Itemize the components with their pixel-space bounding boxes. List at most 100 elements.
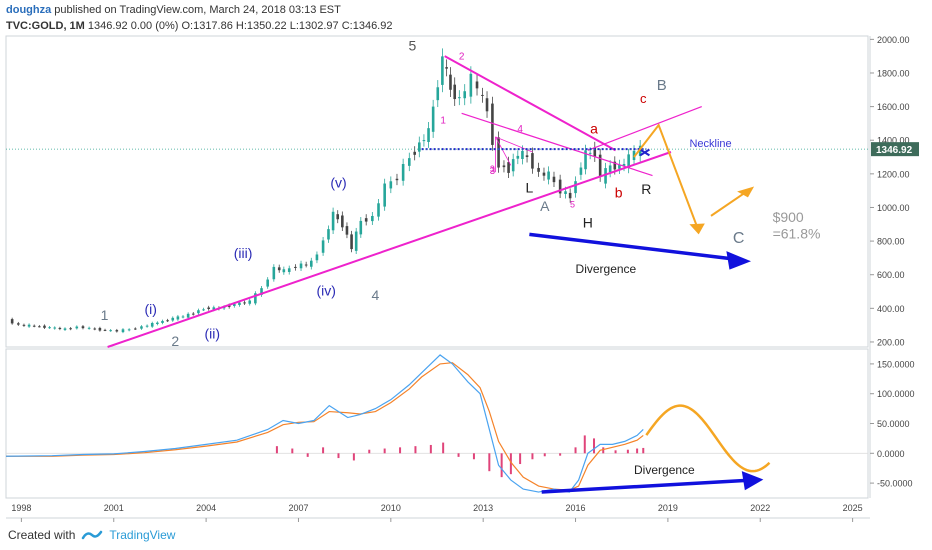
wave-label-23: C: [733, 230, 745, 247]
macd-divergence-label: Divergence: [634, 463, 695, 477]
author-link[interactable]: doughza: [6, 4, 52, 16]
price-candle: [521, 150, 524, 160]
price-candle: [243, 302, 246, 304]
wave-label-14: 3: [490, 164, 495, 174]
macd-histogram-bar: [509, 453, 512, 475]
price-tick-label-1: 1800.00: [877, 68, 910, 78]
price-candle: [564, 191, 567, 194]
wave-label-17: (iv): [316, 283, 335, 299]
wave-label-9: R: [641, 181, 651, 197]
tradingview-logo-icon: [82, 530, 103, 540]
macd-tick-label-3: 0.0000: [877, 449, 905, 459]
price-candle: [227, 305, 231, 307]
price-candle: [371, 215, 374, 222]
triangle-edge: [495, 136, 512, 166]
time-tick-label-1: 2001: [104, 503, 124, 513]
target-marker: [639, 148, 650, 157]
tradingview-brand[interactable]: TradingView: [109, 528, 176, 542]
price-candle: [150, 322, 154, 327]
price-candle: [212, 307, 216, 310]
price-candle: [248, 300, 252, 304]
price-candle: [48, 327, 51, 329]
wave-label-5: a: [590, 121, 598, 137]
wave-label-12: A: [540, 198, 550, 214]
last-price-box: [871, 142, 919, 157]
price-tick-label-8: 400.00: [877, 304, 905, 314]
price-candle: [140, 326, 143, 329]
wave-label-1: 2: [459, 52, 465, 63]
support-trendline: [107, 151, 672, 348]
price-candle: [552, 176, 556, 183]
price-candle: [282, 269, 286, 273]
macd-histogram-bar: [543, 453, 546, 457]
time-tick-label-2: 2004: [196, 503, 216, 513]
price-candle: [525, 155, 529, 158]
time-tick-label-7: 2019: [658, 503, 678, 513]
upper-channel-line: [587, 106, 702, 151]
price-candle: [53, 327, 57, 329]
price-candle: [202, 309, 205, 311]
price-candle: [238, 302, 241, 305]
price-candle: [121, 329, 125, 333]
wave-label-20: (ii): [204, 326, 220, 342]
price-candle: [638, 145, 642, 157]
wave-label-2: 1: [440, 115, 446, 126]
macd-histogram-bar: [559, 453, 562, 456]
macd-tick-label-2: 50.0000: [877, 419, 910, 429]
macd-histogram-bar: [275, 446, 278, 454]
price-tick-label-9: 200.00: [877, 337, 905, 347]
price-candle: [161, 320, 164, 323]
macd-projection-wave: [645, 404, 771, 473]
price-candle: [181, 316, 185, 318]
price-candle: [608, 165, 612, 173]
price-candle: [354, 231, 358, 251]
price-tick-label-2: 1600.00: [877, 102, 910, 112]
price-divergence-label: Divergence: [576, 262, 637, 276]
price-candle: [568, 192, 572, 199]
price-candle: [491, 103, 494, 145]
macd-histogram-bar: [519, 453, 522, 465]
symbol-label: TVC:GOLD, 1M: [6, 20, 85, 32]
price-candle: [574, 181, 577, 194]
price-candle: [127, 329, 131, 331]
price-candle: [445, 67, 448, 69]
wave-label-4: 3: [490, 166, 496, 177]
macd-histogram-bar: [414, 446, 417, 454]
price-candle: [327, 229, 330, 240]
price-candle: [627, 154, 630, 169]
price-divergence-arrow: [529, 232, 739, 262]
price-candle: [431, 106, 435, 132]
footer: Created with TradingView: [8, 528, 175, 542]
wave-label-15: (v): [330, 174, 346, 190]
time-tick-label-6: 2016: [566, 503, 586, 513]
price-candle: [341, 215, 344, 228]
price-candle: [417, 142, 421, 152]
price-candle: [22, 324, 26, 326]
price-tick-label-3: 1400.00: [877, 136, 910, 146]
price-candle: [359, 220, 363, 235]
price-candle: [547, 171, 550, 180]
price-candle: [299, 263, 303, 269]
macd-histogram-bar: [383, 448, 386, 454]
price-candle: [272, 266, 276, 280]
time-tick-label-4: 2010: [381, 503, 401, 513]
resistance-trendline: [444, 55, 617, 152]
lower-resistance-line: [461, 112, 653, 177]
projection-arrow-head: [689, 223, 705, 235]
wave-label-6: c: [640, 91, 647, 106]
price-candle: [453, 84, 457, 100]
price-candle: [497, 137, 500, 168]
price-candle: [383, 183, 386, 207]
publish-info: published on TradingView.com, March 24, …: [54, 4, 341, 16]
price-candle: [395, 178, 399, 181]
price-candle: [207, 307, 210, 310]
macd-histogram-bar: [500, 453, 503, 478]
price-tick-label-6: 800.00: [877, 237, 905, 247]
price-candle: [427, 128, 430, 142]
symbol-line: TVC:GOLD, 1M 1346.92 0.00 (0%) O:1317.86…: [6, 20, 392, 32]
macd-histogram-bar: [583, 435, 586, 454]
price-candle: [407, 158, 411, 166]
macd-histogram-bar: [337, 453, 340, 459]
macd-tick-label-0: 150.0000: [877, 359, 915, 369]
